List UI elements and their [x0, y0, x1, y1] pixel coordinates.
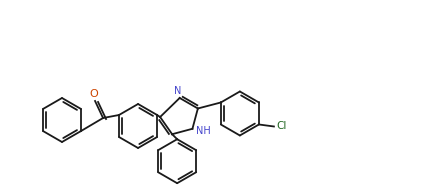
Text: N: N: [174, 86, 181, 96]
Text: Cl: Cl: [276, 122, 286, 132]
Text: NH: NH: [196, 126, 211, 136]
Text: O: O: [90, 89, 99, 99]
